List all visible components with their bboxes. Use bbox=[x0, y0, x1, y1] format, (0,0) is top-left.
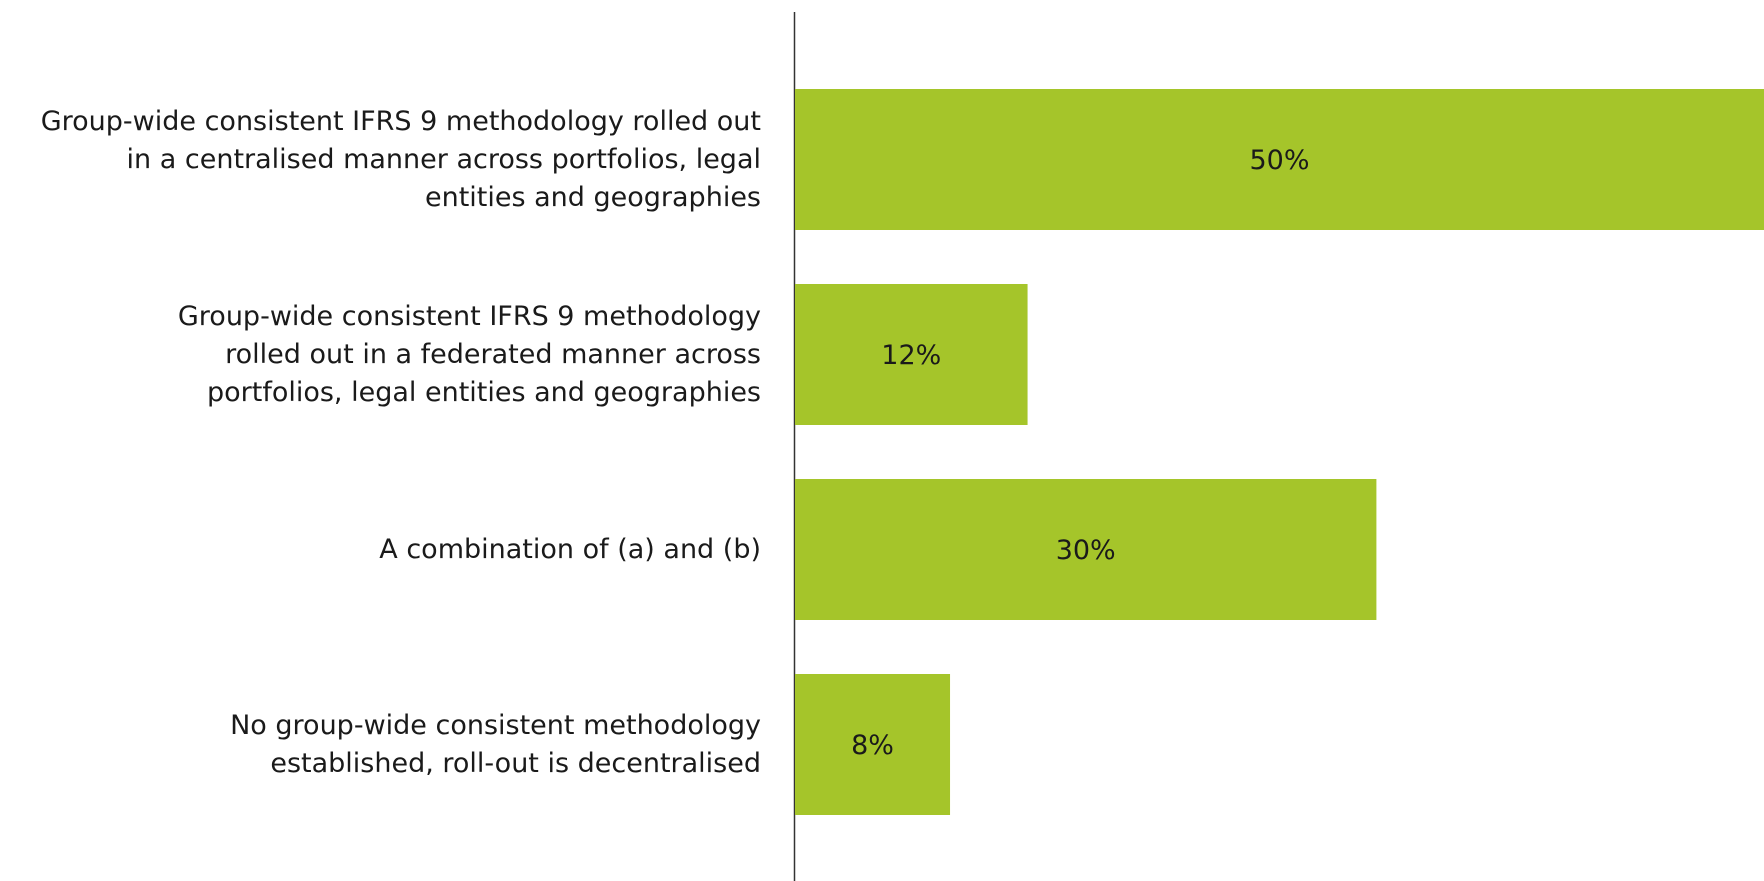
category-label: No group-wide consistent methodology est… bbox=[230, 709, 761, 779]
category-label: Group-wide consistent IFRS 9 methodology… bbox=[40, 105, 761, 213]
category-label: Group-wide consistent IFRS 9 methodology… bbox=[177, 300, 761, 408]
value-label: 12% bbox=[881, 340, 941, 371]
bar bbox=[795, 284, 1028, 425]
category-label: A combination of (a) and (b) bbox=[379, 533, 761, 565]
value-label: 50% bbox=[1249, 145, 1309, 176]
value-label: 8% bbox=[851, 730, 894, 761]
bar bbox=[795, 89, 1764, 230]
bar bbox=[795, 479, 1377, 620]
bar bbox=[795, 674, 951, 815]
value-label: 30% bbox=[1056, 535, 1116, 566]
